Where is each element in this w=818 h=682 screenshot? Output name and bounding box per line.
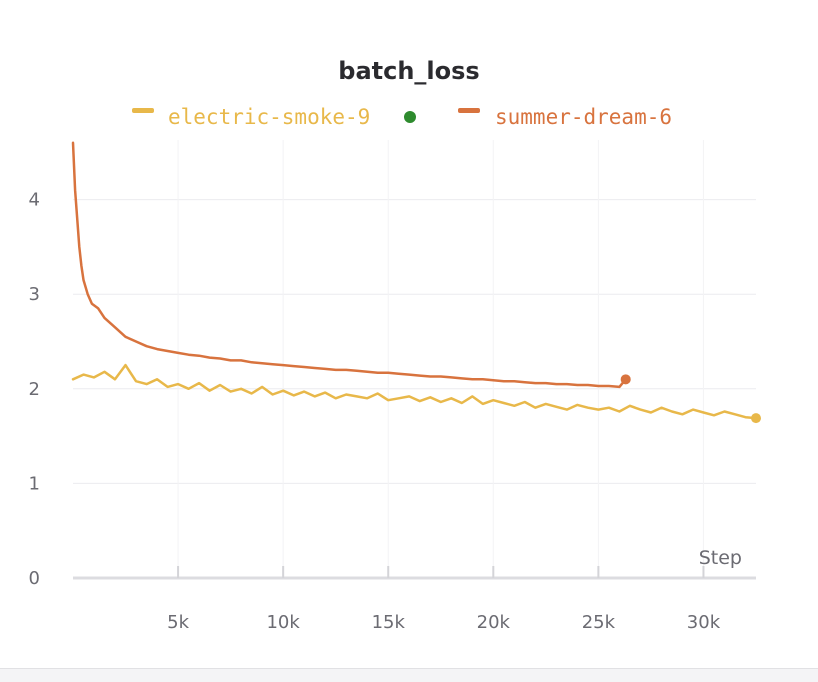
series-line-electric-smoke-9[interactable] xyxy=(71,363,758,420)
chart-panel: batch_loss 0 1 2 3 4 5k 10k 15k 20k 25k 30k elect… xyxy=(0,0,818,668)
y-tick-label: 0 xyxy=(29,568,40,589)
series-line-summer-dream-6[interactable] xyxy=(71,141,627,389)
y-axis-ticks: 0 1 2 3 4 xyxy=(29,190,40,589)
series-end-point-summer-dream-6[interactable] xyxy=(620,374,631,385)
series-end-point-electric-smoke-9[interactable] xyxy=(751,413,761,424)
legend-swatch xyxy=(458,108,480,113)
y-tick-label: 1 xyxy=(29,473,40,494)
legend-item-summer-dream-6[interactable]: summer-dream-6 xyxy=(458,105,672,129)
x-axis-label: Step xyxy=(699,547,742,569)
x-tick-label: 15k xyxy=(372,612,406,633)
bottom-strip xyxy=(0,668,818,682)
series-lines[interactable] xyxy=(71,141,761,424)
y-tick-label: 4 xyxy=(29,190,40,211)
grid-lines xyxy=(73,140,756,578)
line-chart[interactable]: 0 1 2 3 4 5k 10k 15k 20k 25k 30k electric-smoke-9… xyxy=(0,0,818,668)
x-axis-ticks: 5k 10k 15k 20k 25k 30k xyxy=(167,566,721,633)
y-tick-label: 3 xyxy=(29,284,40,305)
y-tick-label: 2 xyxy=(29,379,40,400)
legend-item-electric-smoke-9[interactable]: electric-smoke-9 xyxy=(132,105,416,129)
run-active-indicator xyxy=(404,111,416,123)
chart-title: batch_loss xyxy=(338,57,480,85)
x-tick-label: 10k xyxy=(266,612,300,633)
legend-label: summer-dream-6 xyxy=(495,105,672,129)
x-tick-label: 5k xyxy=(167,612,189,633)
legend-swatch xyxy=(132,108,154,113)
legend[interactable]: electric-smoke-9 summer-dream-6 xyxy=(132,105,672,129)
x-tick-label: 30k xyxy=(687,612,721,633)
x-tick-label: 20k xyxy=(477,612,511,633)
x-tick-label: 25k xyxy=(582,612,616,633)
legend-label: electric-smoke-9 xyxy=(168,105,370,129)
